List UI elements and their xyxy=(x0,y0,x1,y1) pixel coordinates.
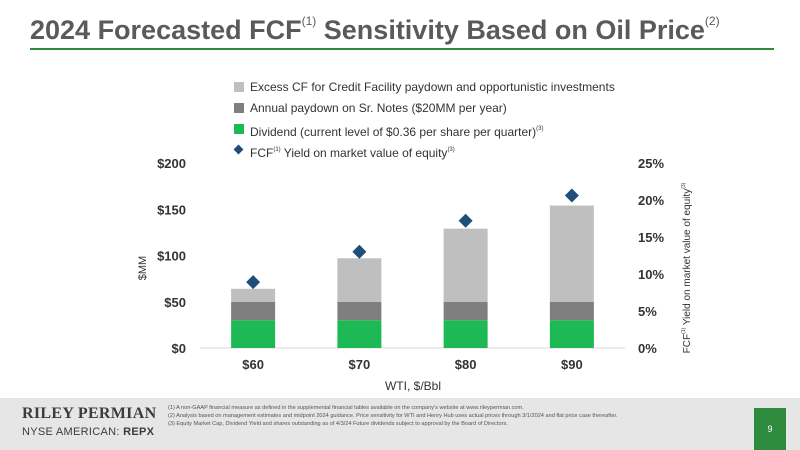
y2-axis-title-part-2: Yield on market value of equity xyxy=(682,189,693,328)
x-tick-label-0: $60 xyxy=(242,357,264,372)
fcf-sensitivity-chart: $60 $70 $80 $90 $0 $50 $100 $150 $200 0% 5% 10% 15% 2… xyxy=(137,156,693,393)
y-tick-label-1: $50 xyxy=(164,295,186,310)
ticker-label: NYSE AMERICAN: REPX xyxy=(22,426,155,438)
x-tick-label-3: $90 xyxy=(561,357,583,372)
y2-tick-label-0: 0% xyxy=(638,341,657,356)
yield-marker-2 xyxy=(458,213,473,228)
bar-notes-1 xyxy=(337,301,382,321)
y2-tick-label-5: 25% xyxy=(638,156,664,171)
legend-label-notes: Annual paydown on Sr. Notes ($20MM per y… xyxy=(250,101,507,115)
yield-marker-0 xyxy=(246,275,261,290)
bar-notes-3 xyxy=(549,301,594,321)
legend-swatch-dividend xyxy=(234,124,244,134)
y-tick-label-2: $100 xyxy=(157,249,186,264)
yield-marker-1 xyxy=(352,244,367,259)
company-logo: RILEY PERMIAN xyxy=(22,405,157,422)
bar-dividend-1 xyxy=(337,320,382,348)
y2-axis-title-part-3: (3) xyxy=(681,182,687,188)
page-number: 9 xyxy=(754,408,786,450)
footnotes: (1) A non-GAAP financial measure as defi… xyxy=(168,404,728,428)
legend-swatch-notes xyxy=(234,103,244,113)
y2-tick-label-1: 5% xyxy=(638,304,657,319)
legend-label-excess: Excess CF for Credit Facility paydown an… xyxy=(250,80,615,94)
y2-axis-title: FCF(1) Yield on market value of equity(3… xyxy=(681,182,693,353)
y2-tick-label-2: 10% xyxy=(638,267,664,282)
y2-tick-label-4: 20% xyxy=(638,193,664,208)
yield-marker-3 xyxy=(564,188,579,203)
bar-notes-0 xyxy=(231,301,276,321)
title-divider xyxy=(30,48,774,50)
legend-label-dividend: Dividend (current level of $0.36 per sha… xyxy=(250,125,544,139)
bar-notes-2 xyxy=(443,301,488,321)
legend-label-yield: FCF(1) Yield on market value of equity(3… xyxy=(250,146,455,160)
y-tick-label-0: $0 xyxy=(172,341,186,356)
bar-excess-1 xyxy=(337,258,382,302)
y-tick-label-3: $150 xyxy=(157,202,186,217)
x-axis-title: WTI, $/Bbl xyxy=(385,379,441,393)
footnote-3: (3) Equity Market Cap, Dividend Yield an… xyxy=(168,421,508,427)
y2-axis-title-part-0: FCF xyxy=(682,334,693,353)
y-axis-title: $MM xyxy=(137,256,149,280)
bar-excess-0 xyxy=(231,288,276,302)
bar-dividend-3 xyxy=(549,320,594,348)
footnote-1: (1) A non-GAAP financial measure as defi… xyxy=(168,405,524,411)
footer-bar xyxy=(0,398,800,450)
y-tick-label-4: $200 xyxy=(157,156,186,171)
footnote-2: (2) Analysis based on management estimat… xyxy=(168,413,618,419)
page-title: 2024 Forecasted FCF(1) Sensitivity Based… xyxy=(30,14,720,45)
y2-tick-label-3: 15% xyxy=(638,230,664,245)
x-tick-label-2: $80 xyxy=(455,357,477,372)
bar-excess-2 xyxy=(443,228,488,302)
bar-dividend-2 xyxy=(443,320,488,348)
legend-swatch-excess xyxy=(234,82,244,92)
bar-dividend-0 xyxy=(231,320,276,348)
x-tick-label-1: $70 xyxy=(349,357,371,372)
bar-excess-3 xyxy=(549,205,594,302)
y2-axis-title-part-1: (1) xyxy=(681,327,687,333)
